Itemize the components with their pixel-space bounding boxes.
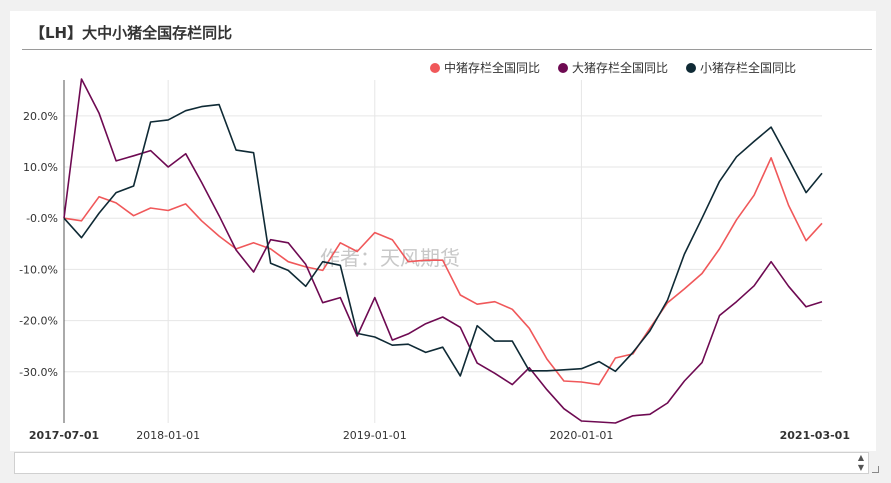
legend-item-large[interactable]: 大猪存栏全国同比 [558, 59, 668, 76]
y-tick-label: -30.0% [19, 366, 58, 379]
resize-handle-icon[interactable] [872, 466, 879, 473]
watermark: 作者：天风期货 [320, 246, 460, 270]
legend-label-large: 大猪存栏全国同比 [572, 61, 669, 75]
y-tick-label: -0.0% [26, 212, 58, 225]
y-tick-label: -10.0% [19, 263, 58, 276]
x-tick-label: 2017-07-01 [29, 429, 99, 442]
legend: 中猪存栏全国同比 大猪存栏全国同比 小猪存栏全国同比 [430, 59, 796, 76]
legend-dot-icon [558, 62, 569, 73]
series-line-mid [63, 157, 823, 386]
legend-item-small[interactable]: 小猪存栏全国同比 [686, 59, 796, 76]
x-tick-label: 2018-01-01 [136, 429, 200, 442]
x-tick-label: 2019-01-01 [343, 429, 407, 442]
chart-title: 【LH】大中小猪全国存栏同比 [30, 24, 233, 42]
legend-item-mid[interactable]: 中猪存栏全国同比 [430, 59, 540, 76]
y-tick-label: 10.0% [23, 161, 58, 174]
x-tick-label: 2021-03-01 [780, 429, 850, 442]
footer-scroll-box[interactable] [14, 452, 869, 474]
legend-dot-icon [430, 62, 440, 73]
series-line-large [63, 78, 823, 424]
y-tick-label: 20.0% [23, 110, 58, 123]
legend-label-mid: 中猪存栏全国同比 [444, 61, 541, 75]
legend-label-small: 小猪存栏全国同比 [700, 61, 797, 75]
legend-dot-icon [686, 62, 697, 73]
scroll-arrows-icon[interactable]: ▲ ▼ [857, 453, 865, 472]
series-line-small [63, 103, 823, 377]
x-tick-label: 2020-01-01 [549, 429, 613, 442]
title-divider [22, 49, 872, 50]
y-tick-label: -20.0% [19, 315, 58, 328]
chart-panel [10, 11, 876, 451]
